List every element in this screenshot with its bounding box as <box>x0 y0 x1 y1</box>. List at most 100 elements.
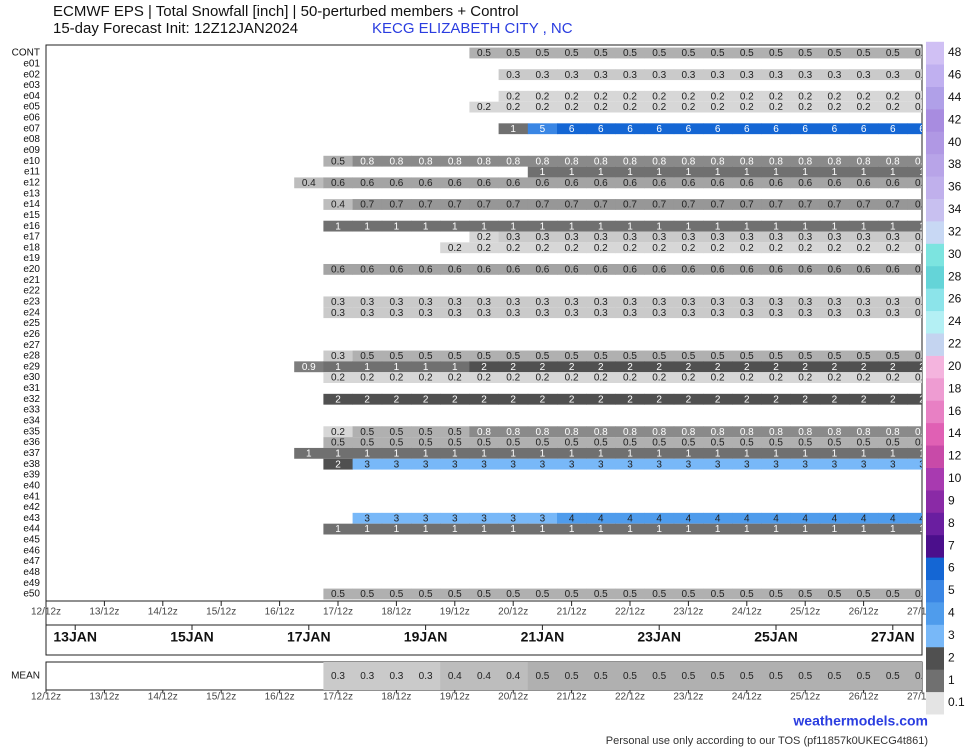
row-label: e04 <box>23 91 40 102</box>
cell-value: 0.5 <box>886 438 900 449</box>
cell <box>790 242 821 254</box>
cell <box>323 372 353 384</box>
mean-x-tick-label: 14/12z <box>148 692 178 703</box>
cell <box>878 47 908 59</box>
cell-value: 0.2 <box>886 102 900 113</box>
cell-value: 0.6 <box>681 178 695 189</box>
cell <box>323 588 353 600</box>
cell <box>323 296 353 308</box>
cell-value: 1 <box>481 448 487 459</box>
cell-value: 0.2 <box>681 91 695 102</box>
cell <box>732 307 762 319</box>
cell <box>469 101 499 113</box>
cell-value: 0.2 <box>711 91 725 102</box>
cell <box>849 69 879 81</box>
cell-value: 0.8 <box>535 156 549 167</box>
cell <box>790 426 821 438</box>
cell <box>411 447 441 459</box>
cell <box>557 90 587 102</box>
row-label: e28 <box>23 351 40 362</box>
row-label: e37 <box>23 448 40 459</box>
cell-value: 0.6 <box>535 178 549 189</box>
cell <box>527 361 558 373</box>
cell-value: 1 <box>569 221 575 232</box>
cell <box>907 393 922 405</box>
cell <box>381 523 412 535</box>
cell <box>907 90 922 102</box>
cell <box>323 307 353 319</box>
cell-value: 2 <box>423 394 429 405</box>
cell-value: 1 <box>861 524 867 535</box>
cell <box>527 69 558 81</box>
cell <box>849 458 879 470</box>
cell <box>849 523 879 535</box>
cell <box>615 437 645 448</box>
cell <box>323 263 353 275</box>
colorbar-swatch <box>926 467 944 491</box>
cell <box>557 199 587 210</box>
cell <box>440 588 470 600</box>
colorbar-label: 20 <box>948 359 962 373</box>
cell-value: 0.3 <box>827 297 841 308</box>
cell <box>498 220 529 232</box>
cell <box>732 47 762 59</box>
cell-value: 3 <box>510 459 516 470</box>
cell-value: 0.5 <box>331 438 345 449</box>
cell <box>790 90 821 102</box>
cell-value: 0.5 <box>419 589 433 600</box>
cell <box>586 350 616 362</box>
cell-value: 1 <box>861 221 867 232</box>
cell-value: 3 <box>481 513 487 524</box>
cell <box>586 69 616 81</box>
cell-value: 0.3 <box>389 297 403 308</box>
cell <box>381 307 412 319</box>
cell-value: 0.2 <box>711 243 725 254</box>
cell-value: 1 <box>452 221 458 232</box>
cell <box>732 177 762 189</box>
cell-value: 0.6 <box>915 178 929 189</box>
cell-value: 0.6 <box>419 178 433 189</box>
cell-value: 0.2 <box>448 373 462 384</box>
colorbar-label: 9 <box>948 493 955 507</box>
cell-value: 0.3 <box>506 232 520 243</box>
cell-value: 2 <box>686 362 692 373</box>
cell <box>498 307 529 319</box>
cell <box>615 372 645 384</box>
cell-value: 0.8 <box>623 156 637 167</box>
cell-value: 3 <box>423 513 429 524</box>
cell-value: 0.3 <box>740 232 754 243</box>
cell-value: 3 <box>627 459 633 470</box>
cell <box>440 155 470 167</box>
cell <box>615 155 645 167</box>
cell-value: 4 <box>744 513 750 524</box>
cell <box>849 512 879 524</box>
cell <box>761 231 791 243</box>
cell-value: 1 <box>715 167 721 178</box>
cell <box>411 177 441 189</box>
cell-value: 1 <box>481 524 487 535</box>
colorbar-swatch <box>926 512 944 536</box>
cell-value: 1 <box>452 448 458 459</box>
cell <box>586 101 616 113</box>
cell-value: 0.2 <box>769 373 783 384</box>
cell <box>381 372 412 384</box>
cell-value: 0.6 <box>360 265 374 276</box>
cell <box>819 47 850 59</box>
cell-value: 0.3 <box>740 70 754 81</box>
cell <box>527 588 558 600</box>
cell-value: 0.3 <box>915 232 929 243</box>
cell <box>819 242 850 254</box>
cell <box>381 220 412 232</box>
cell-value: 1 <box>744 167 750 178</box>
cell-value: 3 <box>364 459 370 470</box>
cell-value: 0.2 <box>623 243 637 254</box>
cell-value: 0.5 <box>769 671 783 682</box>
cell-value: 0.6 <box>857 265 871 276</box>
cell <box>615 458 645 470</box>
cell <box>819 361 850 373</box>
cell <box>878 512 908 524</box>
cell <box>498 231 529 243</box>
cell <box>440 177 470 189</box>
cell-value: 0.7 <box>827 200 841 211</box>
colorbar-swatch <box>926 422 944 446</box>
